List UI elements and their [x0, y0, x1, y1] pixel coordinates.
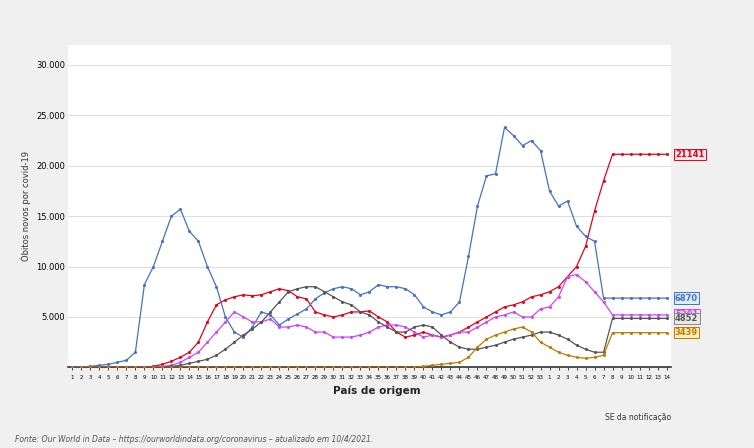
Text: SE da notificação: SE da notificação [605, 413, 671, 422]
Text: 21141: 21141 [675, 150, 704, 159]
Text: 5201: 5201 [675, 310, 698, 319]
Text: 6870: 6870 [675, 293, 698, 302]
Text: 4852: 4852 [675, 314, 698, 323]
Text: 3439: 3439 [675, 328, 698, 337]
Text: País de origem: País de origem [333, 386, 421, 396]
Y-axis label: Óbitos novos por covid-19: Óbitos novos por covid-19 [20, 151, 30, 261]
Text: Fonte: Our World in Data – https://ourworldindata.org/coronavirus – atualizado e: Fonte: Our World in Data – https://ourwo… [15, 435, 373, 444]
